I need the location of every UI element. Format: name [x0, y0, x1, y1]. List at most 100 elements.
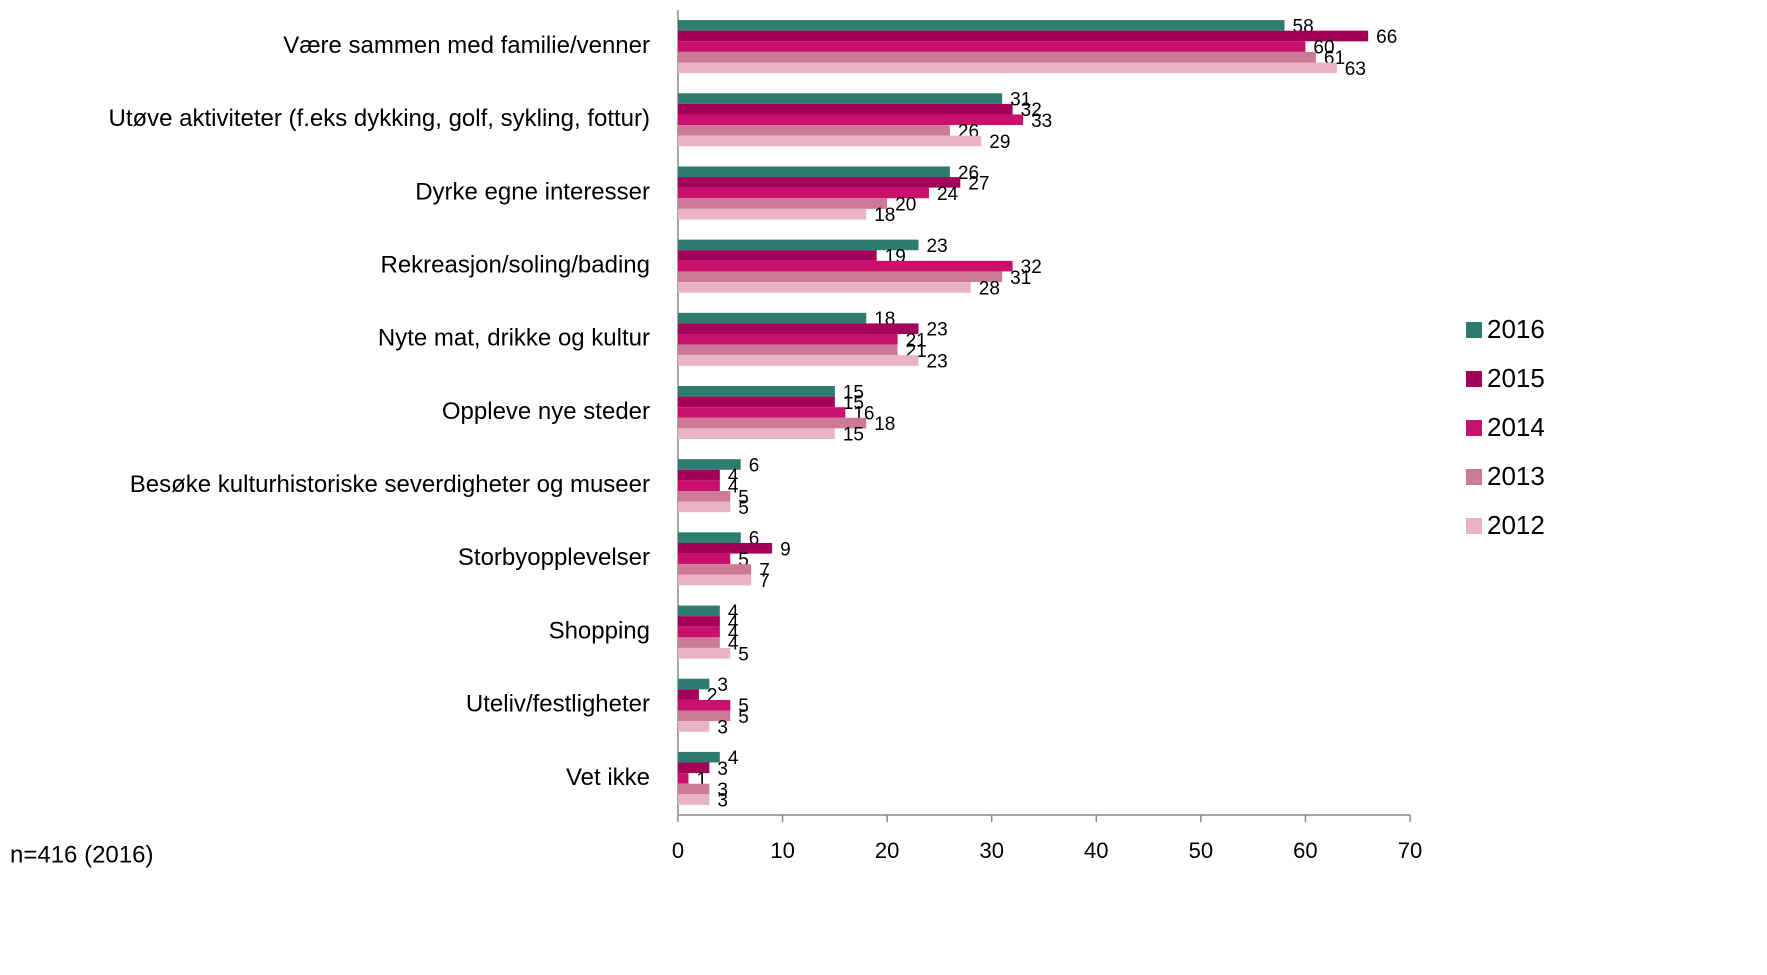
value-label: 4 [728, 477, 739, 498]
value-label: 60 [1313, 38, 1334, 59]
bar [678, 51, 1316, 63]
bar [678, 344, 898, 356]
value-label: 6 [749, 529, 760, 550]
value-label: 3 [717, 791, 728, 812]
value-label: 24 [937, 184, 959, 205]
legend-label: 2015 [1487, 363, 1545, 393]
value-label: 27 [968, 173, 989, 194]
x-tick-label: 30 [979, 838, 1003, 863]
legend-label: 2013 [1487, 461, 1545, 491]
category-label: Rekreasjon/soling/bading [380, 251, 650, 278]
bar [678, 783, 710, 795]
category-label: Dyrke egne interesser [415, 178, 650, 205]
bar [678, 407, 846, 418]
category-label: Storbyopplevelser [458, 544, 650, 571]
value-label: 18 [874, 205, 895, 226]
value-label: 23 [927, 320, 948, 341]
bar [678, 542, 773, 554]
bar [678, 41, 1306, 52]
value-label: 4 [728, 602, 739, 623]
value-label: 5 [738, 550, 749, 571]
legend-swatch [1466, 371, 1482, 387]
x-tick-label: 40 [1084, 838, 1108, 863]
legend-swatch [1466, 518, 1482, 534]
bar [678, 125, 950, 136]
bar [678, 721, 710, 732]
value-label: 7 [759, 571, 770, 592]
value-label: 31 [1010, 90, 1031, 111]
value-label: 23 [927, 236, 948, 257]
bar [678, 637, 720, 648]
value-label: 5 [738, 696, 749, 717]
value-label: 31 [1010, 268, 1031, 289]
legend-swatch [1466, 469, 1482, 485]
bar [678, 198, 888, 209]
value-label: 4 [728, 748, 739, 769]
value-label: 63 [1345, 59, 1366, 80]
value-label: 23 [927, 352, 948, 373]
value-label: 5 [738, 707, 749, 728]
x-tick-label: 70 [1398, 838, 1422, 863]
value-label: 3 [717, 780, 728, 801]
bar [678, 773, 689, 784]
value-label: 28 [979, 278, 1000, 299]
value-label: 5 [738, 498, 749, 519]
value-label: 32 [1021, 257, 1042, 278]
bar [678, 208, 867, 220]
value-label: 20 [895, 195, 916, 216]
bar [678, 794, 710, 805]
bar [678, 250, 877, 261]
category-label: Være sammen med familie/venner [283, 32, 650, 59]
bar [678, 312, 867, 324]
bar [678, 103, 1013, 115]
category-label: Vet ikke [566, 764, 650, 791]
bar [678, 355, 919, 366]
bar [678, 626, 720, 638]
bar [678, 30, 1369, 42]
bar [678, 417, 867, 429]
value-label: 4 [728, 623, 739, 644]
value-label: 21 [906, 330, 927, 351]
bar [678, 689, 699, 700]
bar [678, 699, 731, 711]
bar [678, 62, 1337, 74]
bar [678, 271, 1003, 283]
value-label: 15 [843, 393, 864, 414]
category-label: Shopping [549, 617, 650, 644]
bar [678, 678, 710, 690]
bar [678, 114, 1024, 126]
bar [678, 480, 720, 491]
value-label: 15 [843, 382, 864, 403]
bar [678, 282, 971, 293]
bar [678, 501, 731, 513]
legend-swatch [1466, 322, 1482, 338]
category-label: Utøve aktiviteter (f.eks dykking, golf, … [108, 105, 650, 132]
bar [678, 710, 731, 722]
value-label: 3 [717, 717, 728, 738]
bar [678, 323, 919, 335]
value-label: 26 [958, 163, 979, 184]
value-label: 9 [780, 539, 791, 560]
bar [678, 386, 835, 397]
bar [678, 177, 961, 188]
bar [678, 334, 898, 345]
bar [678, 532, 741, 543]
x-tick-label: 20 [875, 838, 899, 863]
category-label: Nyte mat, drikke og kultur [378, 325, 650, 352]
x-tick-label: 0 [672, 838, 684, 863]
value-label: 4 [728, 634, 739, 655]
value-label: 4 [728, 612, 739, 633]
bar [678, 574, 752, 586]
value-label: 2 [707, 686, 718, 707]
x-tick-label: 10 [770, 838, 794, 863]
x-tick-label: 50 [1189, 838, 1213, 863]
value-label: 3 [717, 675, 728, 696]
value-label: 29 [989, 132, 1010, 153]
value-label: 15 [843, 425, 864, 446]
bar [678, 616, 720, 627]
value-label: 33 [1031, 111, 1052, 132]
bar [678, 459, 741, 470]
legend-label: 2016 [1487, 314, 1545, 344]
legend-swatch [1466, 420, 1482, 436]
bar [678, 605, 720, 617]
